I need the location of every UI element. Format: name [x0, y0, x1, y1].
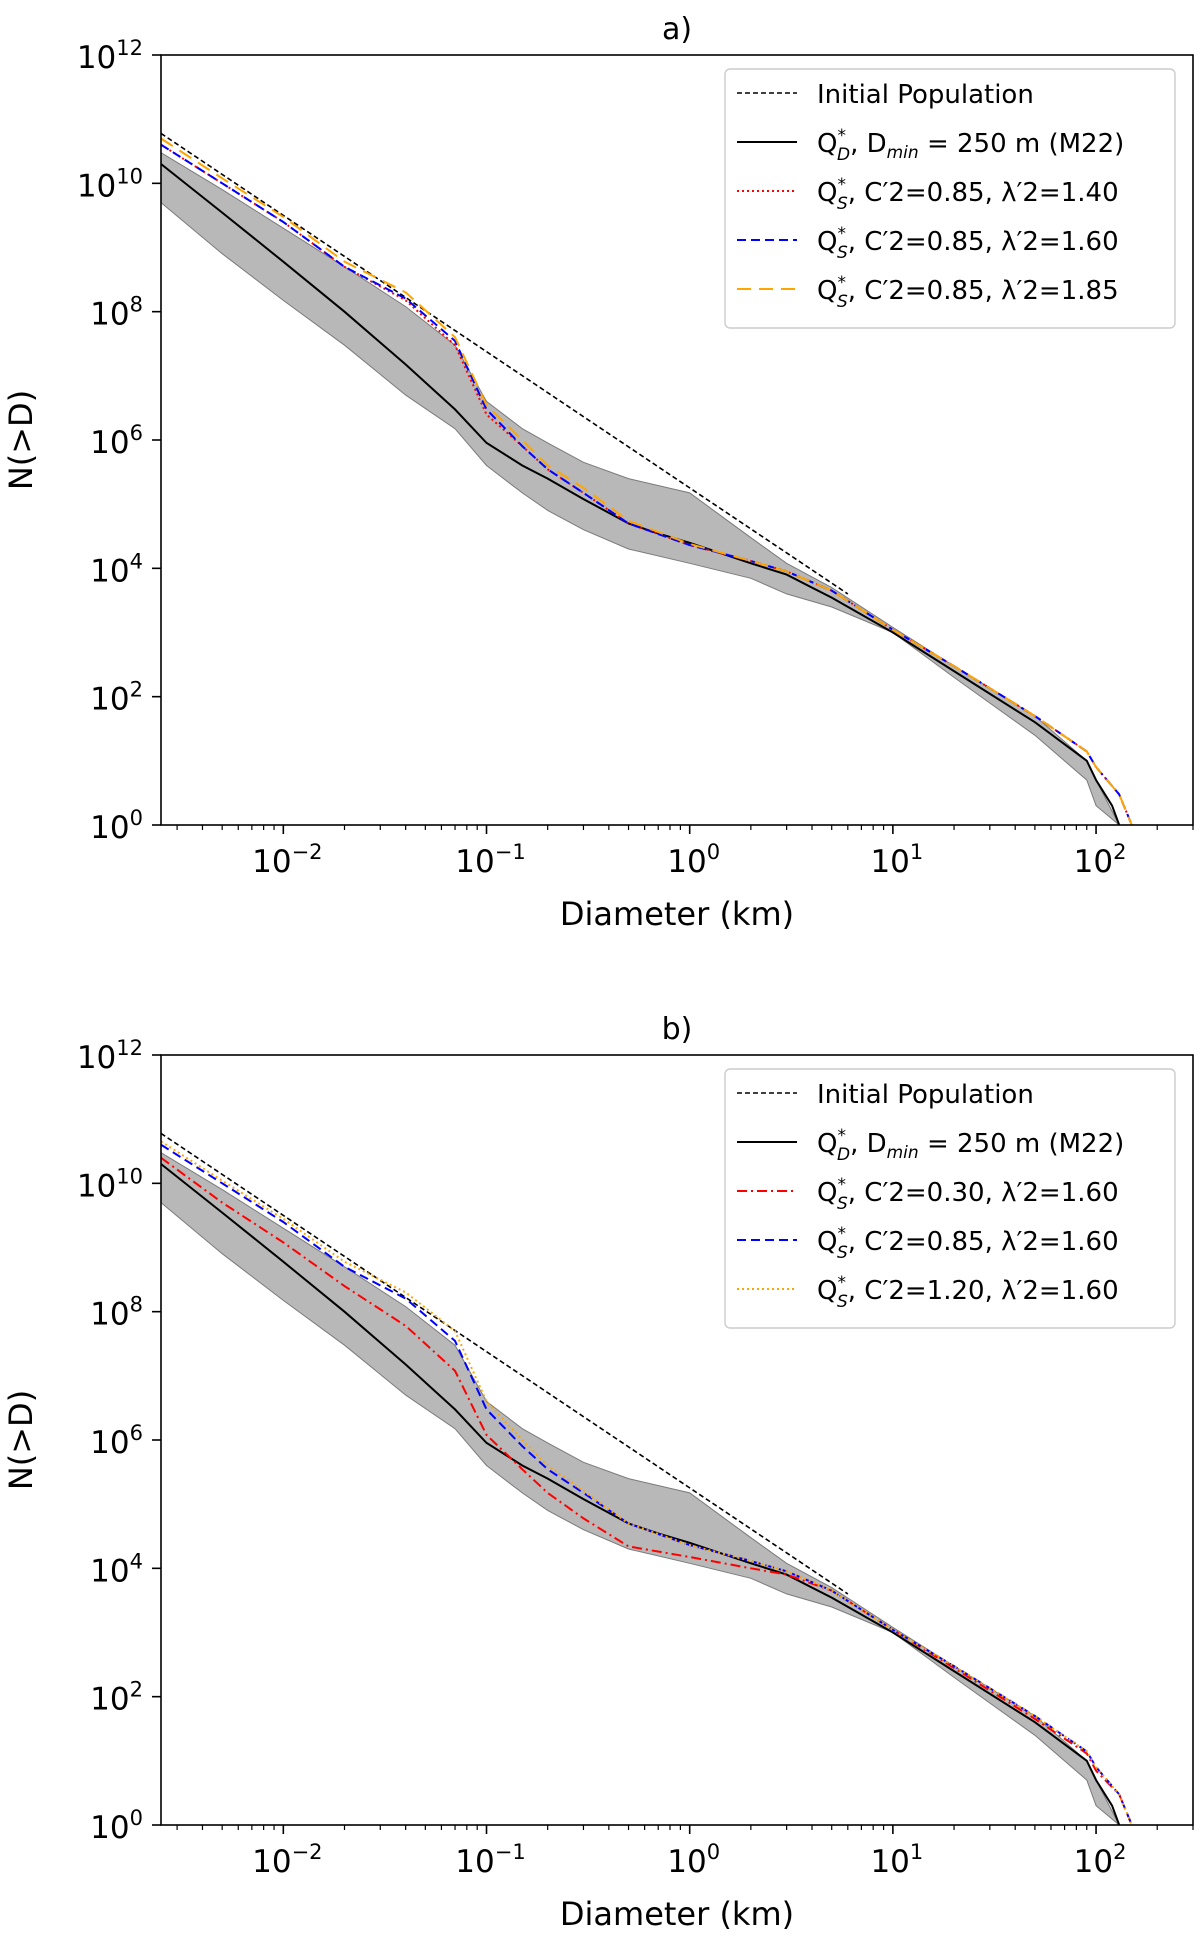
legend-label-4: Q* S, C′2=1.20, λ′2=1.60 [817, 1273, 1119, 1312]
legend: Initial Population Q* D, Dmin = 250 m (M22… [724, 68, 1176, 329]
series-line-2 [161, 1156, 1133, 1825]
panel-title: a) [662, 12, 692, 47]
y-tick-label: 1010 [77, 164, 143, 204]
y-axis-label: N(>D) [2, 1390, 40, 1490]
legend-label-4: Q* S, C′2=0.85, λ′2=1.85 [817, 273, 1119, 312]
x-tick-label: 100 [667, 840, 720, 880]
y-tick-label: 100 [90, 806, 143, 846]
y-tick-label: 106 [90, 1421, 143, 1461]
legend-label-3: Q* S, C′2=0.85, λ′2=1.60 [817, 224, 1119, 263]
legend-label-1: Q* D, Dmin = 250 m (M22) [817, 126, 1124, 165]
uncertainty-band [161, 152, 1120, 825]
x-axis-label: Diameter (km) [560, 895, 794, 933]
y-tick-label: 102 [90, 1678, 143, 1718]
series-line-0 [161, 132, 849, 595]
x-tick-label: 101 [870, 1840, 923, 1880]
x-tick-label: 10−2 [252, 840, 322, 880]
x-tick-label: 100 [667, 1840, 720, 1880]
y-tick-label: 1012 [77, 36, 143, 76]
legend-label-2: Q* S, C′2=0.30, λ′2=1.60 [817, 1175, 1119, 1214]
y-tick-label: 1010 [77, 1164, 143, 1204]
y-tick-label: 100 [90, 1806, 143, 1846]
legend: Initial Population Q* D, Dmin = 250 m (M22… [724, 1068, 1176, 1329]
x-tick-label: 101 [870, 840, 923, 880]
y-tick-label: 104 [90, 549, 143, 589]
y-tick-label: 106 [90, 421, 143, 461]
legend-box [724, 1068, 1176, 1329]
legend-label-1: Q* D, Dmin = 250 m (M22) [817, 1126, 1124, 1165]
chart-panel-b: 10−2 10−1 100 101 102 100 102 104 106 108 1010 1012… [2, 1012, 1194, 1933]
x-axis-label: Diameter (km) [560, 1895, 794, 1933]
legend-label-0: Initial Population [817, 80, 1034, 110]
x-tick-label: 102 [1074, 840, 1127, 880]
y-tick-label: 102 [90, 678, 143, 718]
chart-panel-a: 10−2 10−1 100 101 102 100 102 104 106 108 1010 1012… [2, 12, 1194, 933]
series-line-0 [161, 1132, 849, 1595]
series-line-1 [161, 1163, 1121, 1825]
series-line-4 [161, 137, 1133, 825]
legend-label-2: Q* S, C′2=0.85, λ′2=1.40 [817, 175, 1119, 214]
uncertainty-band [161, 1152, 1120, 1825]
x-tick-label: 10−1 [455, 840, 525, 880]
panel-title: b) [662, 1012, 693, 1047]
legend-label-3: Q* S, C′2=0.85, λ′2=1.60 [817, 1224, 1119, 1263]
x-tick-label: 102 [1074, 1840, 1127, 1880]
x-tick-label: 10−1 [455, 1840, 525, 1880]
x-tick-label: 10−2 [252, 1840, 322, 1880]
y-tick-label: 1012 [77, 1036, 143, 1076]
y-axis-label: N(>D) [2, 390, 40, 490]
legend-box [724, 68, 1176, 329]
y-tick-label: 104 [90, 1549, 143, 1589]
series-line-4 [161, 1140, 1133, 1825]
y-tick-label: 108 [90, 293, 143, 333]
legend-label-0: Initial Population [817, 1080, 1034, 1110]
y-tick-label: 108 [90, 1293, 143, 1333]
